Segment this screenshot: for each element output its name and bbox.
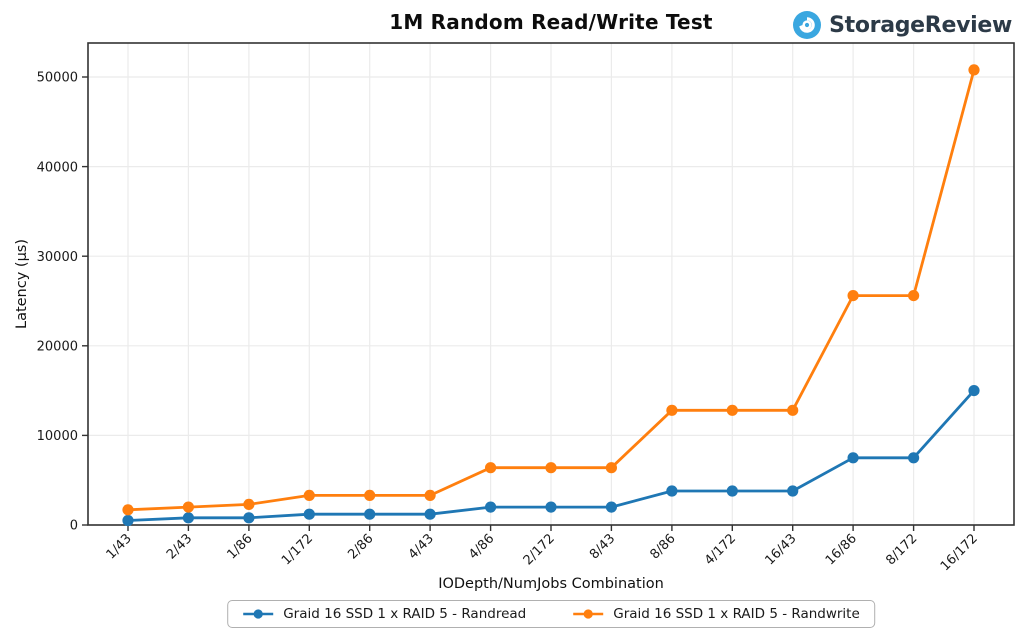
data-point-randwrite (424, 489, 436, 501)
svg-text:8/172: 8/172 (883, 531, 920, 568)
data-point-randwrite (122, 504, 134, 516)
svg-text:4/86: 4/86 (466, 531, 497, 562)
legend-item-randwrite: Graid 16 SSD 1 x RAID 5 - Randwrite (572, 606, 860, 622)
svg-text:16/86: 16/86 (823, 531, 860, 568)
legend-swatch-randwrite (572, 608, 604, 620)
data-point-randwrite (303, 489, 315, 501)
data-point-randwrite (666, 404, 678, 416)
svg-text:20000: 20000 (37, 339, 78, 354)
data-point-randwrite (847, 290, 859, 302)
chart-legend: Graid 16 SSD 1 x RAID 5 - Randread Graid… (227, 600, 875, 628)
data-point-randread (787, 485, 799, 497)
svg-text:40000: 40000 (37, 160, 78, 175)
svg-text:30000: 30000 (37, 250, 78, 265)
chart-title: 1M Random Read/Write Test (389, 10, 713, 34)
svg-text:8/86: 8/86 (647, 531, 678, 562)
brand-logo: StorageReview (792, 10, 1012, 40)
data-point-randwrite (605, 462, 618, 474)
data-point-randread (485, 501, 497, 513)
data-point-randwrite (243, 498, 255, 510)
data-point-randread (182, 512, 194, 524)
data-point-randread (303, 508, 315, 520)
data-point-randread (424, 508, 436, 520)
svg-text:1/43: 1/43 (104, 531, 135, 562)
data-point-randwrite (787, 404, 799, 416)
data-point-randwrite (908, 290, 920, 302)
data-point-randwrite (968, 64, 980, 76)
data-point-randread (364, 508, 376, 520)
data-point-randread (545, 501, 557, 513)
svg-text:16/43: 16/43 (762, 531, 799, 568)
legend-label-randread: Graid 16 SSD 1 x RAID 5 - Randread (283, 606, 527, 622)
data-point-randread (726, 485, 738, 497)
data-point-randwrite (545, 462, 557, 474)
legend-item-randread: Graid 16 SSD 1 x RAID 5 - Randread (242, 606, 526, 622)
svg-text:8/43: 8/43 (587, 531, 618, 562)
brand-name: StorageReview (829, 12, 1012, 38)
x-axis-label: IODepth/NumJobs Combination (438, 576, 664, 592)
storagereview-drop-icon (792, 10, 822, 40)
svg-text:16/172: 16/172 (938, 531, 981, 574)
svg-text:50000: 50000 (37, 71, 78, 86)
y-axis-label: Latency (µs) (14, 238, 30, 330)
data-point-randread (666, 485, 678, 497)
data-point-randwrite (182, 501, 194, 513)
svg-text:2/172: 2/172 (521, 531, 558, 568)
svg-text:10000: 10000 (37, 429, 78, 444)
svg-text:1/86: 1/86 (224, 531, 255, 562)
data-point-randwrite (485, 462, 497, 474)
data-point-randwrite (726, 404, 738, 416)
svg-text:0: 0 (70, 519, 78, 534)
data-point-randread (908, 452, 920, 464)
data-point-randread (243, 512, 255, 524)
svg-text:2/43: 2/43 (164, 531, 195, 562)
data-point-randwrite (364, 489, 376, 501)
svg-text:2/86: 2/86 (345, 531, 376, 562)
svg-text:4/172: 4/172 (702, 531, 739, 568)
svg-text:1/172: 1/172 (279, 531, 316, 568)
data-point-randread (122, 514, 134, 527)
data-point-randread (605, 501, 618, 513)
data-point-randread (847, 452, 859, 464)
svg-text:4/43: 4/43 (406, 531, 437, 562)
data-point-randread (968, 385, 980, 397)
legend-label-randwrite: Graid 16 SSD 1 x RAID 5 - Randwrite (613, 606, 860, 622)
legend-swatch-randread (242, 608, 274, 620)
